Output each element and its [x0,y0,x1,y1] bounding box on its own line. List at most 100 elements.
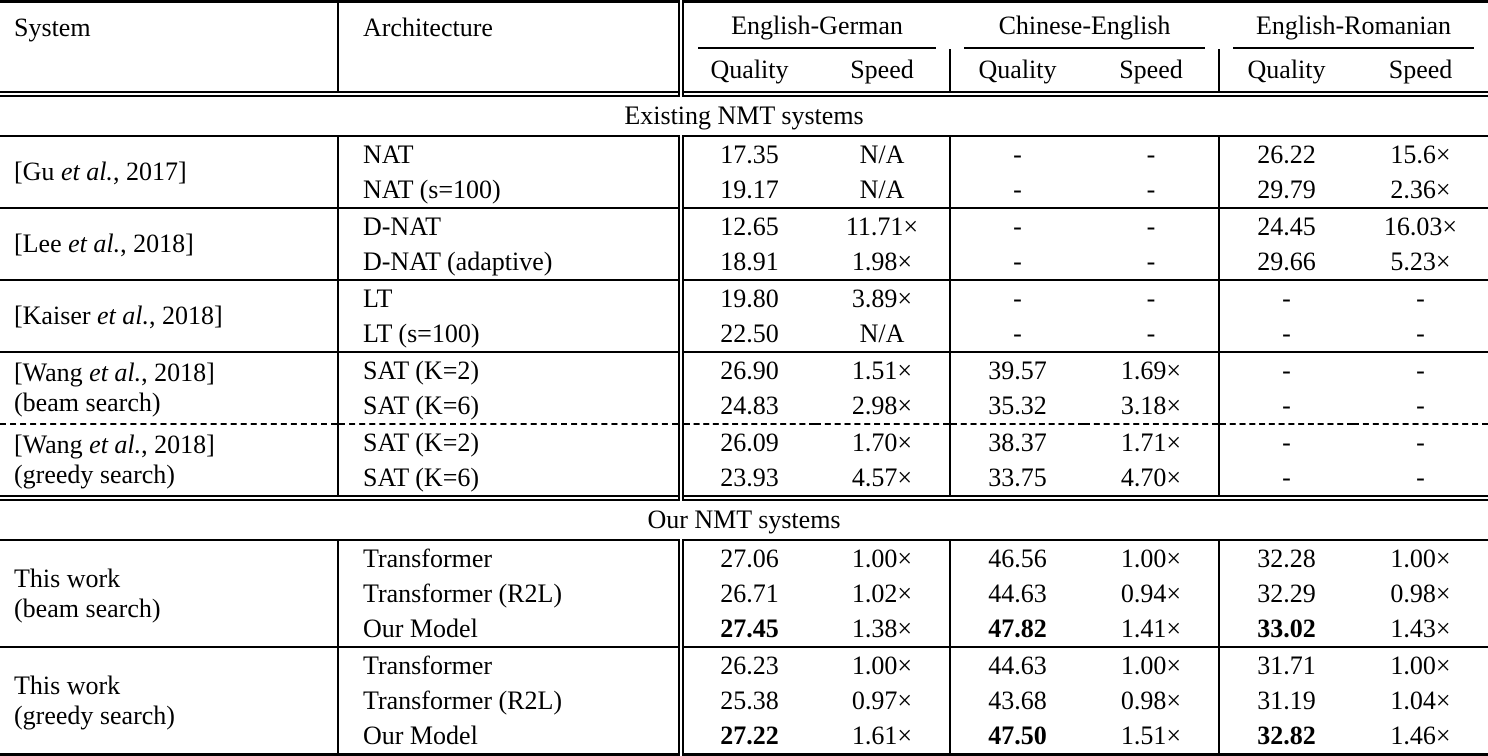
system-cell: [Kaiser et al., 2018] [0,279,338,352]
value-cell: 31.19 [1218,683,1353,718]
value-cell: 1.04× [1390,685,1451,715]
value-cell: 1.00× [815,539,950,576]
value-cell: 33.75 [949,460,1084,498]
pair-label-underline: English-Romanian [1233,9,1475,49]
system-label: This work [14,670,121,700]
value-cell: 29.79 [1218,172,1353,208]
value-cell: 25.38 [678,683,815,718]
value-cell: 16.03× [1353,207,1488,244]
value-cell-best: 32.82 [1218,718,1353,755]
architecture-cell: LT (s=100) [337,316,681,352]
value-cell: 0.98× [1120,685,1182,715]
value-cell: 39.57 [949,351,1084,388]
pair-header-chinese-english: Chinese-English [950,2,1219,49]
value-cell-best: 27.45 [678,611,815,647]
architecture-cell: Transformer [337,646,681,683]
value-cell: 1.69× [1084,351,1219,388]
value-cell: 1.61× [851,720,913,750]
section-row-existing: Existing NMT systems [0,91,1488,137]
system-label: [Wang [14,430,90,459]
value-cell: 35.32 [949,388,1084,424]
architecture-cell: SAT (K=2) [337,423,681,460]
table-row: SAT (K=6) 23.93 4.57× 33.75 4.70× - - [0,460,1488,498]
value-cell: 0.97× [851,685,913,715]
table-row: [Kaiser et al., 2018] LT 19.80 3.89× - -… [0,279,1488,352]
system-label: [Kaiser [14,301,98,330]
value-cell: - [1218,460,1353,498]
value-cell-best: 47.82 [949,611,1084,647]
value-cell: 5.23× [1390,246,1451,276]
value-cell: 32.29 [1218,576,1353,611]
system-label-italic: et al. [89,430,142,459]
pair-label-underline: English-German [698,9,936,49]
system-label-italic: et al. [89,358,142,387]
system-cell: [Wang et al., 2018] (beam search) [0,351,338,424]
value-cell: 15.6× [1353,135,1488,172]
table-row: [Wang et al., 2018] (beam search) SAT (K=… [0,351,1488,424]
value-cell: - [1218,423,1353,460]
value-cell: 3.18× [1120,390,1182,420]
architecture-cell: Transformer (R2L) [337,683,681,718]
col-header-architecture: Architecture [337,1,681,94]
table-row: LT (s=100) 22.50 N/A - - - - [0,316,1488,352]
architecture-cell: LT [337,279,681,316]
header-row-pairs: System Architecture English-German Chine… [0,1,1488,94]
architecture-cell: Our Model [337,718,681,755]
value-cell: 4.70× [1120,462,1182,492]
system-sublabel: (greedy search) [14,460,175,489]
value-cell: 31.71 [1218,646,1353,683]
system-cell: This work (beam search) [0,539,338,647]
system-label: [Gu [14,157,61,186]
value-cell-best: 27.22 [678,718,815,755]
value-cell: - [1146,318,1156,348]
value-cell: 0.94× [1120,578,1182,608]
value-cell: 2.98× [851,390,913,420]
metric-header-quality: Quality [949,49,1084,94]
value-cell: 26.90 [678,351,815,388]
pair-header-english-german: English-German [678,1,950,49]
value-cell: 11.71× [815,207,950,244]
value-cell: - [1084,279,1219,316]
value-cell: 3.89× [815,279,950,316]
value-cell: 1.00× [815,646,950,683]
metric-header-speed: Speed [1119,55,1183,84]
system-label: , 2018] [141,430,215,459]
value-cell: - [1218,279,1353,316]
section-title: Existing NMT systems [0,91,1488,137]
value-cell-best: 47.50 [949,718,1084,755]
table-row: This work (greedy search) Transformer 26.… [0,646,1488,755]
value-cell: 26.09 [678,423,815,460]
value-cell: 24.45 [1218,207,1353,244]
value-cell: 1.38× [851,613,913,643]
system-label: , 2018] [120,229,194,258]
system-cell: This work (greedy search) [0,646,338,755]
value-cell: 1.00× [1084,646,1219,683]
system-label: [Wang [14,358,90,387]
value-cell: 1.00× [1084,539,1219,576]
architecture-cell: Transformer (R2L) [337,576,681,611]
value-cell: 1.00× [1353,646,1488,683]
value-cell: N/A [859,174,905,204]
architecture-cell: Our Model [337,611,681,647]
value-cell: 1.51× [1120,720,1182,750]
value-cell: - [1218,351,1353,388]
table-row: Our Model 27.45 1.38× 47.82 1.41× 33.02 … [0,611,1488,647]
value-cell: - [949,244,1084,280]
metric-header-speed: Speed [850,55,914,84]
system-label: , 2017] [112,157,187,186]
system-label: , 2018] [149,301,223,330]
value-cell: - [1146,246,1156,276]
value-cell: - [1353,423,1488,460]
value-cell: N/A [859,318,905,348]
value-cell: 44.63 [949,576,1084,611]
table-row: Transformer (R2L) 26.71 1.02× 44.63 0.94… [0,576,1488,611]
value-cell: 29.66 [1218,244,1353,280]
value-cell: 44.63 [949,646,1084,683]
system-cell: [Lee et al., 2018] [0,207,338,280]
pair-header-english-romanian: English-Romanian [1219,2,1488,49]
system-sublabel: (beam search) [14,593,161,623]
system-sublabel: (greedy search) [14,700,175,730]
value-cell: 1.02× [851,578,913,608]
value-cell: 18.91 [678,244,815,280]
value-cell: 43.68 [949,683,1084,718]
